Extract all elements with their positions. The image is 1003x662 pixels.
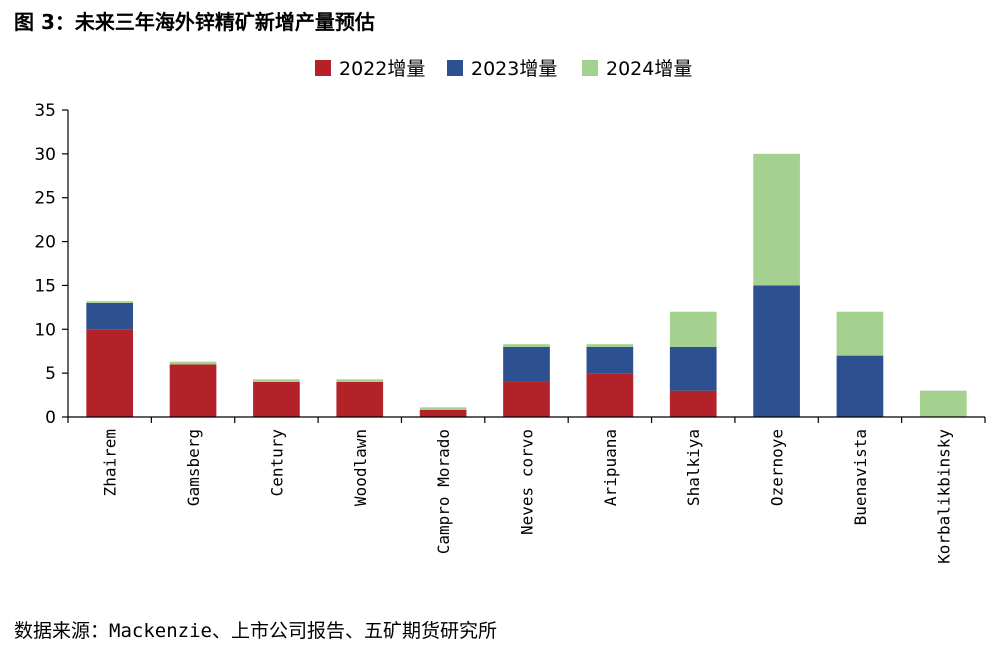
bar-segment — [253, 379, 300, 382]
x-category-label: Korbalikbinsky — [934, 429, 953, 564]
bar-segment — [336, 379, 384, 382]
x-category-label: Ozernoye — [768, 429, 787, 506]
bar-segment — [669, 390, 717, 417]
x-category-label: Shalkiya — [684, 429, 703, 506]
bar-segment — [253, 381, 300, 417]
bar-segment — [503, 346, 550, 382]
y-tick-label: 35 — [34, 101, 56, 121]
bar-segment — [169, 364, 217, 417]
x-category-label: Gamsberg — [184, 429, 203, 506]
bar-segment — [586, 373, 634, 417]
y-axis-ticks: 0 5 10 15 20 25 30 35 — [34, 101, 68, 428]
x-category-label: Aripuana — [601, 429, 620, 506]
y-tick-label: 20 — [34, 233, 56, 253]
chart-legend: 2022增量 2023增量 2024增量 — [315, 58, 692, 80]
figure-title: 图 3：未来三年海外锌精矿新增产量预估 — [14, 10, 375, 34]
legend-swatch — [582, 60, 598, 76]
bar-segment — [836, 355, 884, 417]
y-tick-label: 15 — [34, 276, 56, 296]
y-tick-label: 0 — [45, 408, 56, 428]
x-category-label: Buenavista — [851, 429, 870, 525]
legend-label: 2023增量 — [471, 58, 557, 80]
bar-segment — [86, 329, 134, 417]
bar-segment — [753, 153, 800, 286]
x-category-label: Neves corvo — [518, 429, 537, 535]
legend-swatch — [447, 60, 463, 76]
bar-segment — [503, 344, 550, 347]
source-note: 数据来源：Mackenzie、上市公司报告、五矿期货研究所 — [14, 620, 497, 642]
bar-segment — [336, 381, 384, 417]
legend-label: 2024增量 — [606, 58, 692, 80]
legend-label: 2022增量 — [339, 58, 425, 80]
bar-segment — [586, 344, 634, 347]
bar-segment — [669, 311, 717, 347]
bar-segment — [586, 346, 634, 374]
chart-axes — [67, 110, 986, 423]
y-tick-label: 30 — [34, 145, 56, 165]
bar-segment — [169, 361, 217, 365]
bar-segment — [503, 381, 550, 417]
bar-segment — [753, 285, 800, 417]
y-tick-label: 25 — [34, 189, 56, 209]
bar-segment — [919, 390, 967, 417]
x-axis-categories: Zhairem Gamsberg Century Woodlawn Campro Mor… — [101, 429, 954, 564]
x-category-label: Zhairem — [101, 429, 120, 496]
x-category-label: Century — [267, 429, 286, 497]
stacked-bar-chart: 2022增量 2023增量 2024增量 0 5 10 15 20 25 30 35 Zhaire… — [34, 58, 986, 564]
bar-segment — [86, 301, 134, 303]
legend-swatch — [315, 60, 331, 76]
bar-segment — [419, 407, 467, 410]
bar-segment — [419, 409, 467, 417]
bar-segment — [86, 302, 134, 330]
bar-segment — [669, 346, 717, 391]
y-tick-label: 10 — [34, 320, 56, 340]
x-category-label: Woodlawn — [351, 429, 370, 506]
y-tick-label: 5 — [45, 364, 56, 384]
chart-bars — [86, 153, 967, 417]
x-category-label: Campro Morado — [434, 429, 453, 554]
bar-segment — [836, 311, 884, 356]
